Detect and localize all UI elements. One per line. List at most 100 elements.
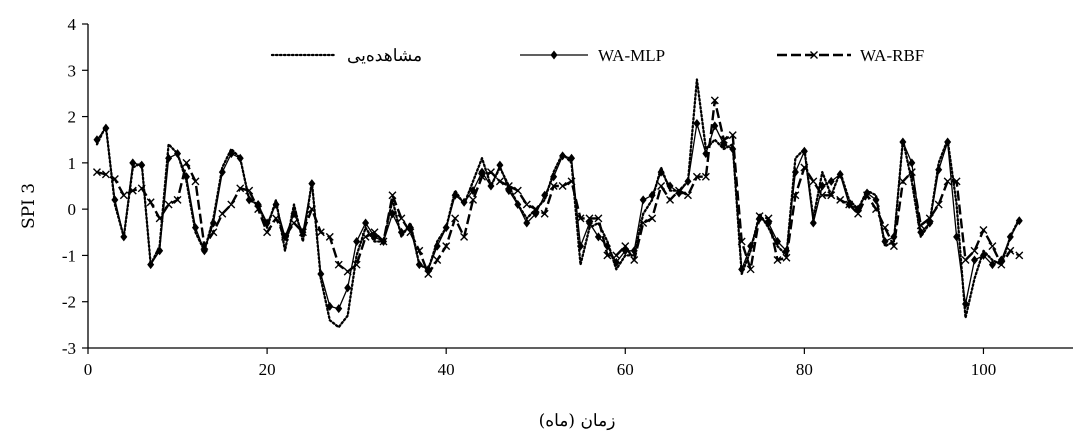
data-point: [559, 151, 567, 161]
data-point: [845, 200, 854, 209]
data-point: [236, 184, 245, 193]
data-point: [827, 191, 836, 200]
data-point: [424, 269, 433, 278]
legend-marker: [810, 51, 818, 59]
data-point: [102, 123, 110, 133]
data-point: [684, 176, 692, 186]
data-point: [388, 209, 396, 219]
data-point: [934, 200, 943, 209]
data-point: [406, 228, 415, 237]
data-point: [603, 251, 612, 260]
data-point: [191, 177, 200, 186]
data-point: [971, 255, 978, 265]
data-point: [916, 221, 925, 230]
data-point: [540, 209, 549, 218]
data-point: [738, 264, 746, 274]
y-tick-label: -3: [62, 339, 76, 358]
data-point: [549, 182, 558, 190]
data-point: [334, 260, 343, 269]
legend-label: WA-RBF: [860, 46, 924, 65]
axes: [82, 23, 1073, 354]
data-point: [531, 205, 540, 214]
series-1: [95, 78, 1021, 329]
data-point: [836, 169, 844, 179]
data-point: [397, 227, 405, 237]
data-point: [460, 232, 469, 241]
data-point: [970, 246, 979, 255]
x-tick-label: 0: [84, 360, 93, 379]
data-point: [988, 242, 997, 251]
data-point: [128, 186, 137, 195]
data-point: [361, 232, 370, 241]
data-point: [746, 265, 755, 274]
legend-label: WA-MLP: [598, 46, 665, 65]
data-point: [93, 135, 101, 145]
data-point: [881, 237, 889, 247]
data-point: [173, 195, 182, 204]
data-point: [755, 212, 764, 221]
data-point: [513, 186, 522, 195]
data-point: [863, 188, 871, 198]
data-point: [943, 177, 952, 186]
y-tick-label: -2: [62, 293, 76, 312]
data-point: [289, 219, 298, 228]
data-point: [907, 168, 916, 177]
data-point: [917, 227, 925, 237]
data-point: [568, 153, 576, 163]
data-point: [129, 158, 137, 168]
data-point: [1006, 246, 1015, 255]
data-point: [710, 96, 719, 105]
data-point: [612, 257, 620, 267]
data-point: [227, 200, 236, 209]
data-point: [997, 260, 1006, 269]
data-point: [872, 195, 880, 205]
data-point: [218, 167, 226, 177]
data-point: [495, 177, 504, 186]
data-point: [182, 158, 191, 167]
data-point: [630, 256, 639, 265]
data-point: [343, 267, 352, 276]
data-point: [156, 246, 164, 256]
data-point: [353, 237, 361, 247]
data-point: [496, 160, 504, 170]
data-point: [612, 251, 621, 260]
data-point: [899, 137, 907, 147]
data-point: [675, 186, 683, 195]
data-point: [979, 250, 987, 260]
data-point: [514, 200, 522, 210]
data-point: [961, 256, 970, 265]
data-point: [666, 195, 675, 204]
x-tick-label: 40: [438, 360, 455, 379]
data-point: [111, 195, 119, 205]
data-point: [791, 167, 799, 177]
data-point: [621, 242, 630, 251]
data-point: [773, 256, 782, 265]
data-point: [692, 172, 701, 181]
data-point: [245, 186, 254, 195]
data-point: [711, 121, 719, 131]
data-point: [925, 214, 934, 223]
data-point: [953, 232, 961, 242]
series-line: [96, 122, 1020, 310]
data-point: [1006, 232, 1014, 242]
data-point: [962, 299, 970, 309]
data-point: [263, 228, 272, 237]
legend: مشاهده‌یی WA-MLP WA-RBF: [270, 46, 924, 65]
data-point: [764, 214, 773, 223]
data-point: [281, 232, 289, 241]
y-axis-title: SPI 3: [19, 183, 39, 229]
data-point: [791, 191, 800, 200]
data-point: [648, 214, 657, 223]
data-point: [317, 269, 325, 279]
x-tick-label: 20: [259, 360, 276, 379]
data-point: [290, 209, 298, 219]
data-point: [335, 304, 343, 314]
series-2: [93, 119, 1023, 314]
data-point: [693, 119, 701, 129]
x-tick-label: 100: [971, 360, 997, 379]
data-point: [433, 241, 441, 251]
data-point: [352, 260, 361, 269]
data-point: [639, 195, 647, 205]
x-tick-label: 60: [617, 360, 634, 379]
